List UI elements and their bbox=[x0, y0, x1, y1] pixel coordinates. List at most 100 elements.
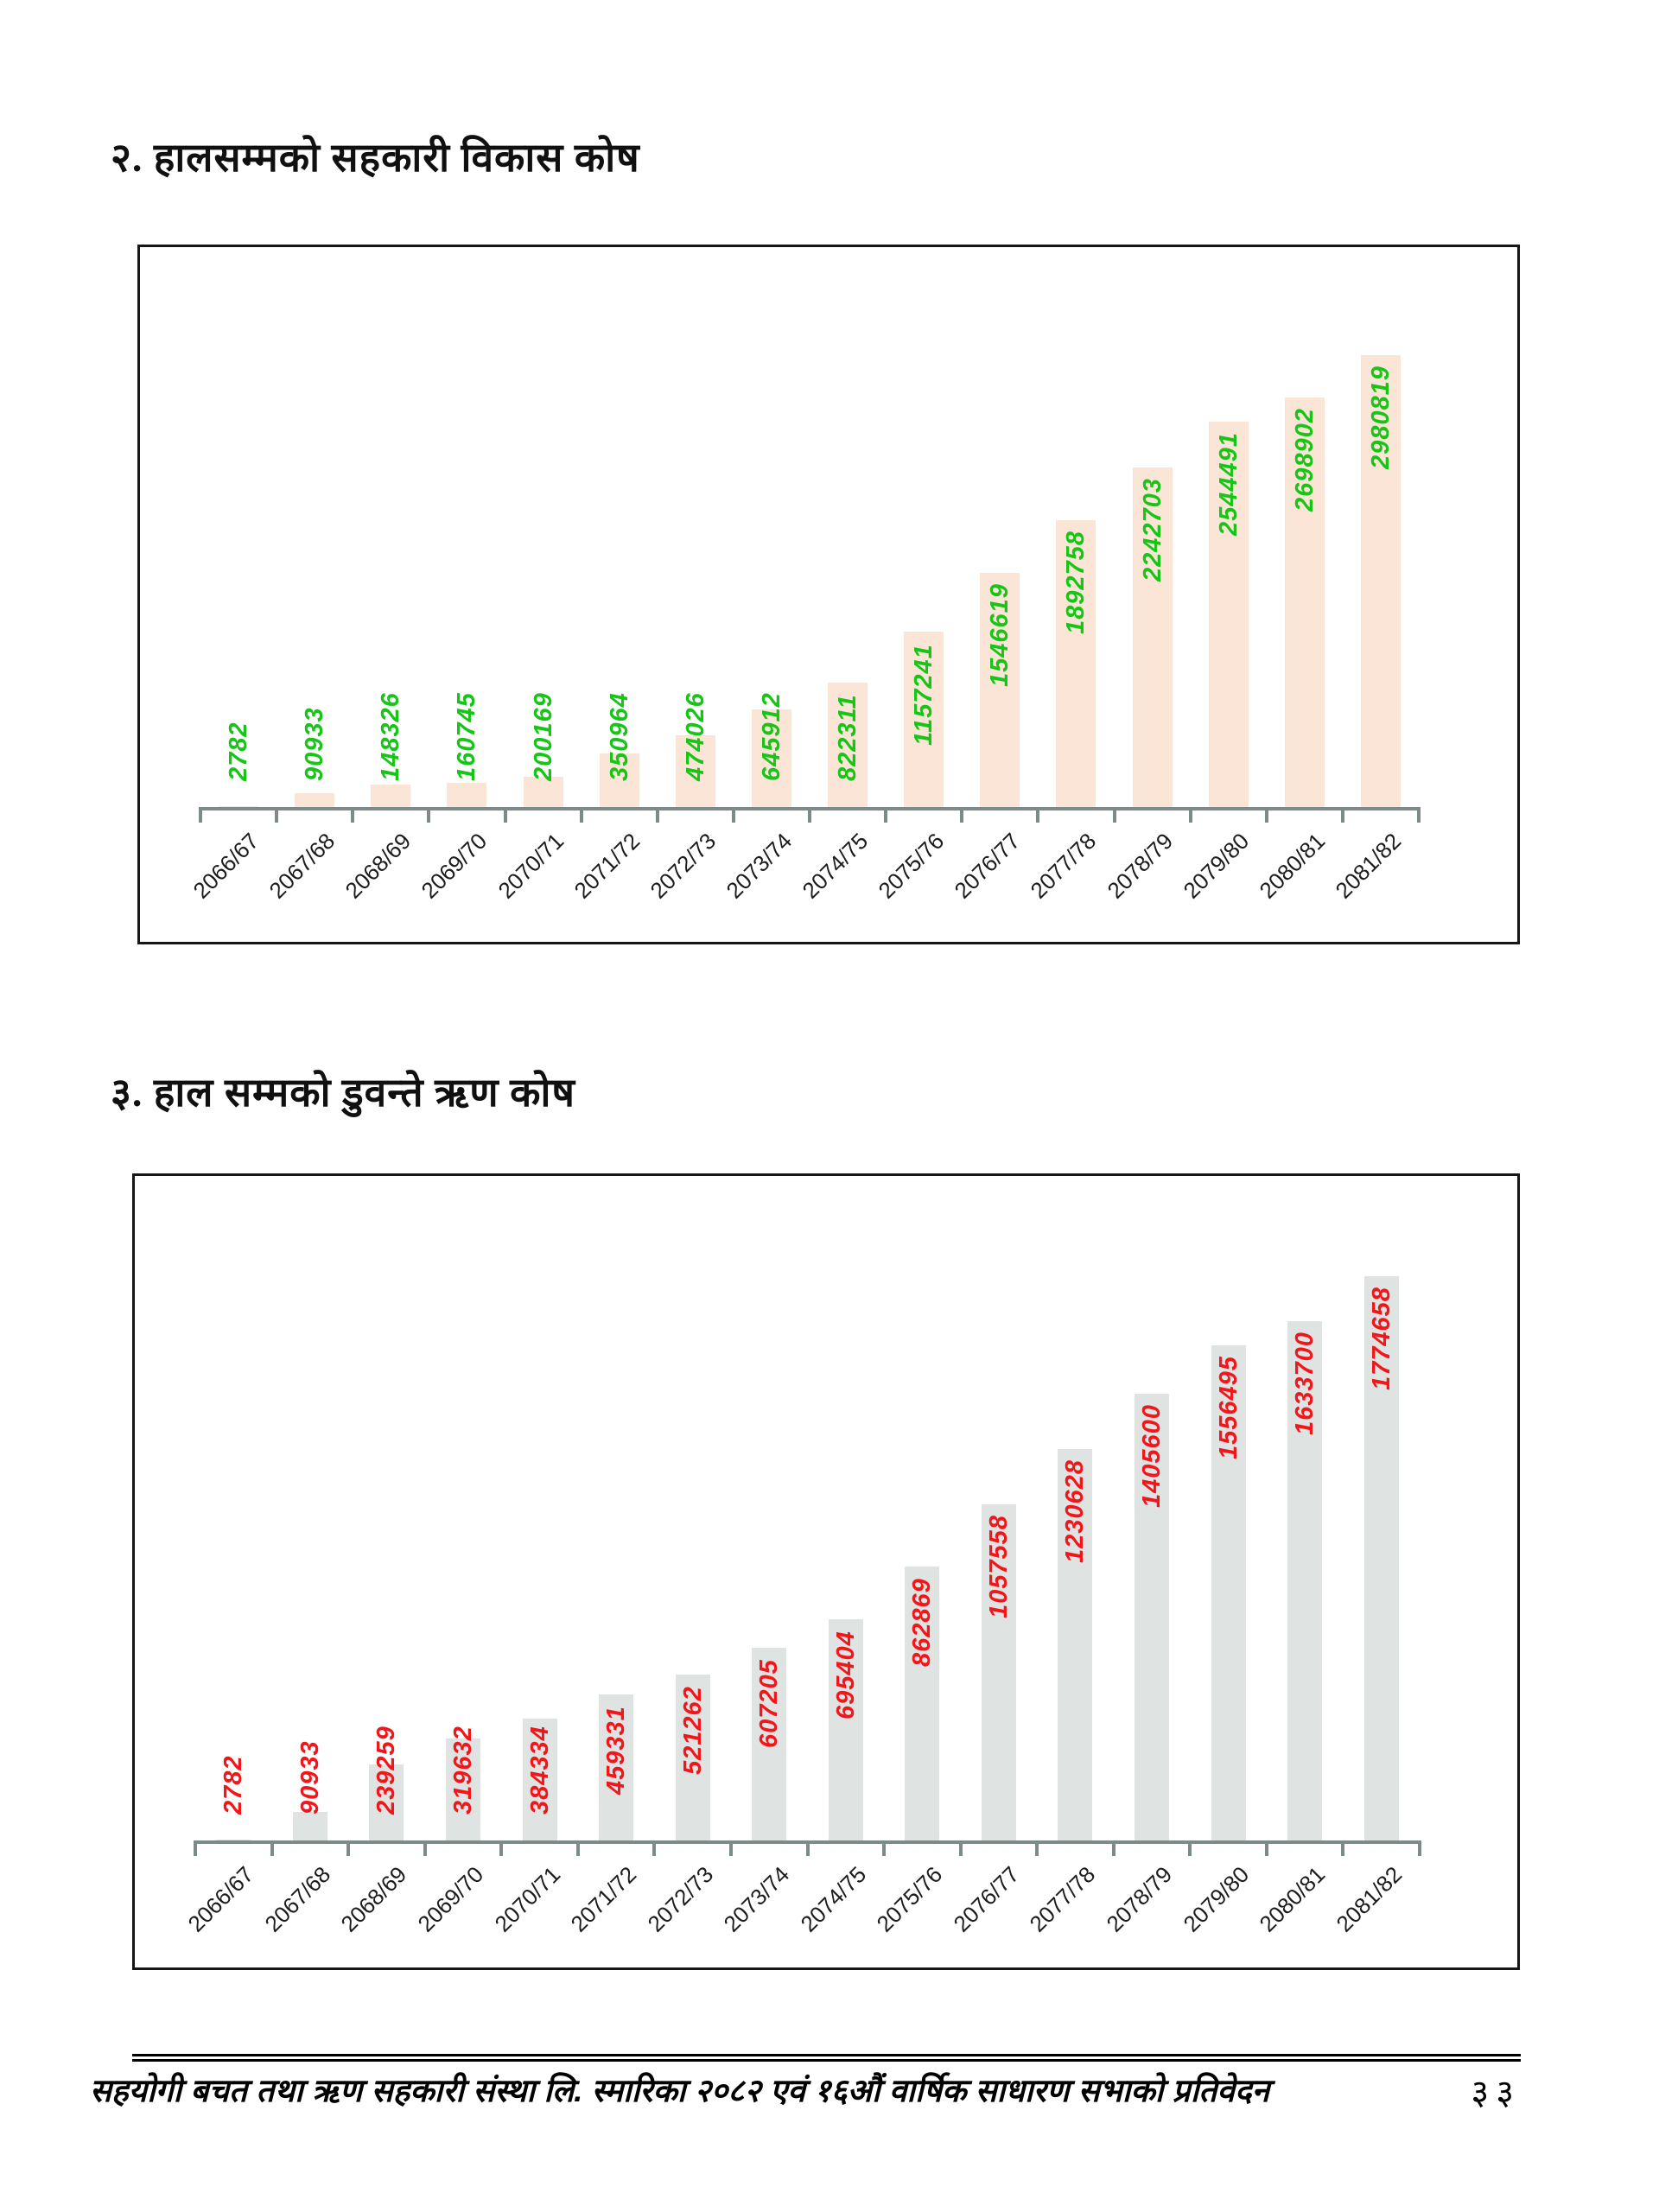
bar bbox=[905, 1567, 939, 1840]
x-axis-category-label: 2075/76 bbox=[871, 1861, 948, 1937]
bar-value-label: 90933 bbox=[296, 1740, 324, 1815]
bar bbox=[447, 783, 486, 807]
x-axis-tick bbox=[1036, 807, 1039, 823]
bar bbox=[1211, 1345, 1246, 1840]
x-axis-tick bbox=[1265, 1840, 1268, 1856]
x-axis-category-label: 2069/70 bbox=[416, 828, 493, 904]
x-axis-category-label: 2068/69 bbox=[340, 828, 416, 904]
x-axis-tick bbox=[1035, 1840, 1039, 1856]
x-axis-category-label: 2075/76 bbox=[873, 828, 950, 904]
bar-value-label: 319632 bbox=[449, 1726, 477, 1815]
x-axis-category-label: 2078/79 bbox=[1101, 1861, 1178, 1937]
bar-value-label: 862869 bbox=[908, 1578, 936, 1667]
bar-value-label: 350964 bbox=[606, 692, 633, 781]
x-axis-tick bbox=[1417, 807, 1421, 823]
x-axis-category-label: 2081/82 bbox=[1330, 828, 1407, 904]
bar-value-label: 822311 bbox=[834, 694, 861, 781]
x-axis-category-label: 2070/71 bbox=[493, 828, 569, 904]
x-axis-tick bbox=[959, 1840, 963, 1856]
bar bbox=[599, 1694, 633, 1840]
bar-value-label: 1774658 bbox=[1368, 1287, 1395, 1390]
footer-divider bbox=[132, 2054, 1521, 2062]
bar-value-label: 607205 bbox=[755, 1659, 783, 1748]
bar bbox=[980, 573, 1020, 807]
x-axis-tick bbox=[732, 807, 735, 823]
bar-value-label: 1230628 bbox=[1061, 1459, 1089, 1563]
bar bbox=[752, 709, 791, 807]
bar bbox=[1135, 1394, 1169, 1840]
x-axis-tick bbox=[1112, 1840, 1116, 1856]
bar-value-label: 2782 bbox=[225, 721, 252, 781]
bar-value-label: 239259 bbox=[372, 1726, 400, 1815]
bar-value-label: 1546619 bbox=[986, 583, 1014, 687]
x-axis-tick bbox=[580, 807, 583, 823]
x-axis-category-label: 2069/70 bbox=[412, 1861, 489, 1937]
x-axis-category-label: 2071/72 bbox=[565, 1861, 642, 1937]
x-axis-category-label: 2076/77 bbox=[949, 828, 1026, 904]
bar bbox=[1287, 1321, 1322, 1840]
x-axis-tick bbox=[1265, 807, 1268, 823]
x-axis-category-label: 2079/80 bbox=[1178, 828, 1255, 904]
x-axis-tick bbox=[884, 807, 887, 823]
x-axis-category-label: 2079/80 bbox=[1178, 1861, 1255, 1937]
x-axis-category-label: 2072/73 bbox=[645, 828, 721, 904]
x-axis-tick bbox=[882, 1840, 886, 1856]
bar bbox=[1285, 397, 1325, 807]
x-axis-tick bbox=[499, 1840, 503, 1856]
bar bbox=[1056, 520, 1096, 807]
bar bbox=[1209, 422, 1249, 807]
x-axis-category-label: 2080/81 bbox=[1254, 828, 1331, 904]
bar-value-label: 200169 bbox=[530, 692, 557, 781]
x-axis-tick bbox=[652, 1840, 656, 1856]
x-axis-tick bbox=[1188, 1840, 1192, 1856]
bar-value-label: 148326 bbox=[377, 692, 404, 781]
bar-value-label: 1556495 bbox=[1215, 1356, 1243, 1459]
bar bbox=[982, 1504, 1016, 1840]
bar bbox=[446, 1738, 480, 1840]
x-axis-tick bbox=[806, 1840, 810, 1856]
section-3-heading: ३. हाल सम्मको डुवन्ते ऋण कोष bbox=[111, 1071, 575, 1115]
x-axis-category-label: 2076/77 bbox=[948, 1861, 1025, 1937]
x-axis-tick bbox=[656, 807, 659, 823]
bar bbox=[1361, 355, 1401, 807]
bar-value-label: 695404 bbox=[832, 1630, 860, 1719]
bar-value-label: 2242703 bbox=[1139, 478, 1166, 582]
x-axis-category-label: 2080/81 bbox=[1254, 1861, 1331, 1937]
bar bbox=[752, 1648, 786, 1840]
x-axis-tick bbox=[1113, 807, 1116, 823]
bar bbox=[1364, 1276, 1399, 1840]
x-axis-tick bbox=[275, 807, 278, 823]
x-axis-category-label: 2077/78 bbox=[1024, 1861, 1101, 1937]
bar-value-label: 1057558 bbox=[985, 1515, 1013, 1618]
x-axis-tick bbox=[1341, 807, 1344, 823]
x-axis-tick bbox=[960, 807, 963, 823]
bar-value-label: 521262 bbox=[679, 1686, 707, 1775]
section-2-heading: २. हालसम्मको सहकारी विकास कोष bbox=[111, 136, 640, 180]
x-axis-category-label: 2074/75 bbox=[797, 828, 874, 904]
bar-value-label: 1633700 bbox=[1291, 1332, 1319, 1435]
x-axis-category-label: 2066/67 bbox=[188, 828, 264, 904]
bar-value-label: 474026 bbox=[682, 692, 709, 781]
bar-value-label: 459331 bbox=[602, 1706, 630, 1795]
bar bbox=[1058, 1449, 1092, 1840]
x-axis-category-label: 2067/68 bbox=[264, 828, 340, 904]
x-axis-tick bbox=[729, 1840, 733, 1856]
bar bbox=[219, 806, 258, 807]
x-axis-category-label: 2070/71 bbox=[489, 1861, 566, 1937]
bar-value-label: 2698902 bbox=[1291, 408, 1319, 512]
bar bbox=[369, 1764, 404, 1840]
x-axis-tick bbox=[808, 807, 811, 823]
development-fund-bar-chart: 2782 2066/67 90933 2067/68 148326 2068/69 1607… bbox=[137, 245, 1520, 944]
bar-value-label: 384334 bbox=[526, 1726, 554, 1815]
bar bbox=[676, 1675, 710, 1840]
x-axis-tick bbox=[1418, 1840, 1421, 1856]
x-axis-category-label: 2072/73 bbox=[642, 1861, 719, 1937]
x-axis-tick bbox=[1341, 1840, 1344, 1856]
bar bbox=[828, 683, 868, 807]
x-axis-category-label: 2066/67 bbox=[182, 1861, 259, 1937]
x-axis-tick bbox=[194, 1840, 197, 1856]
bar bbox=[829, 1619, 863, 1840]
x-axis-category-label: 2078/79 bbox=[1102, 828, 1179, 904]
bar-value-label: 90933 bbox=[301, 707, 328, 781]
x-axis-category-label: 2067/68 bbox=[259, 1861, 336, 1937]
